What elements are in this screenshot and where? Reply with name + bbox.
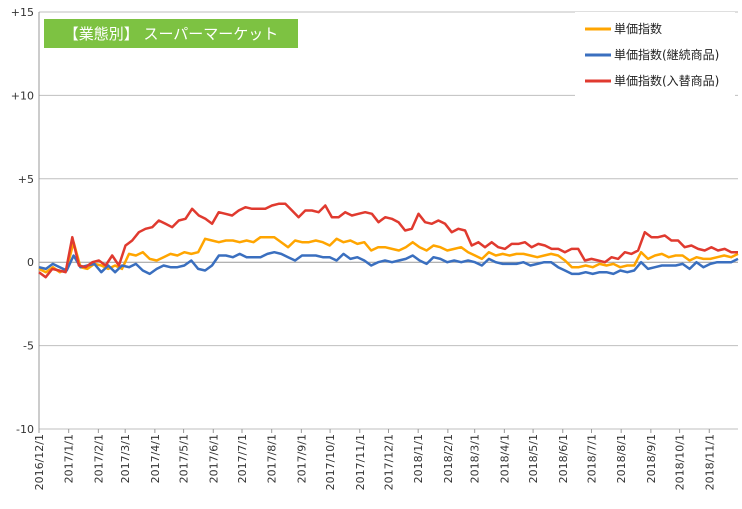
x-tick-label: 2018/3/1: [469, 434, 482, 483]
series-line-2: [38, 202, 738, 279]
legend: 単価指数 単価指数(継続商品) 単価指数(入替商品): [575, 12, 735, 96]
x-tick-label: 2018/1/1: [412, 434, 425, 483]
series-lines: [38, 202, 739, 279]
y-tick-label: -10: [16, 423, 34, 436]
series-line-1: [38, 250, 739, 276]
x-tick-label: 2017/12/1: [383, 434, 396, 490]
title-background: [44, 19, 298, 48]
x-tick-label: 2017/8/1: [266, 434, 279, 483]
x-tick-label: 2018/4/1: [498, 434, 511, 483]
x-tick-label: 2018/2/1: [442, 434, 455, 483]
y-tick-label: 0: [27, 256, 34, 269]
legend-item-2: 単価指数(入替商品): [585, 73, 719, 88]
x-axis: 2016/12/1 2017/1/1 2017/2/1 2017/3/1 2017/4/…: [33, 429, 716, 490]
chart-title: 【業態別】 スーパーマーケット: [44, 19, 298, 48]
x-tick-label: 2018/8/1: [615, 434, 628, 483]
series-line-0: [38, 235, 739, 274]
legend-item-0: 単価指数: [585, 21, 662, 36]
y-tick-label: +15: [11, 6, 34, 19]
y-tick-label: +5: [18, 173, 34, 186]
x-tick-label: 2018/6/1: [557, 434, 570, 483]
x-tick-label: 2017/5/1: [178, 434, 191, 483]
x-tick-label: 2017/3/1: [119, 434, 132, 483]
x-tick-label: 2017/9/1: [295, 434, 308, 483]
x-tick-label: 2018/11/1: [703, 434, 716, 490]
legend-item-1: 単価指数(継続商品): [585, 47, 719, 62]
x-tick-label: 2017/6/1: [207, 434, 220, 483]
title-text: 【業態別】 スーパーマーケット: [64, 25, 279, 43]
x-tick-label: 2017/4/1: [149, 434, 162, 483]
x-tick-label: 2018/10/1: [674, 434, 687, 490]
x-tick-label: 2018/9/1: [645, 434, 658, 483]
legend-label: 単価指数(入替商品): [614, 73, 719, 88]
x-tick-label: 2017/2/1: [92, 434, 105, 483]
y-tick-label: -5: [23, 340, 34, 353]
x-tick-label: 2017/1/1: [63, 434, 76, 483]
x-tick-label: 2018/7/1: [585, 434, 598, 483]
legend-label: 単価指数: [614, 21, 662, 36]
x-tick-label: 2017/11/1: [354, 434, 367, 490]
x-tick-label: 2016/12/1: [33, 434, 46, 490]
legend-label: 単価指数(継続商品): [614, 47, 719, 62]
x-tick-label: 2017/10/1: [324, 434, 337, 490]
x-tick-label: 2018/5/1: [527, 434, 540, 483]
y-axis: +15 +10 +5 0 -5 -10: [11, 6, 40, 436]
y-tick-label: +10: [11, 89, 34, 102]
x-tick-label: 2017/7/1: [236, 434, 249, 483]
